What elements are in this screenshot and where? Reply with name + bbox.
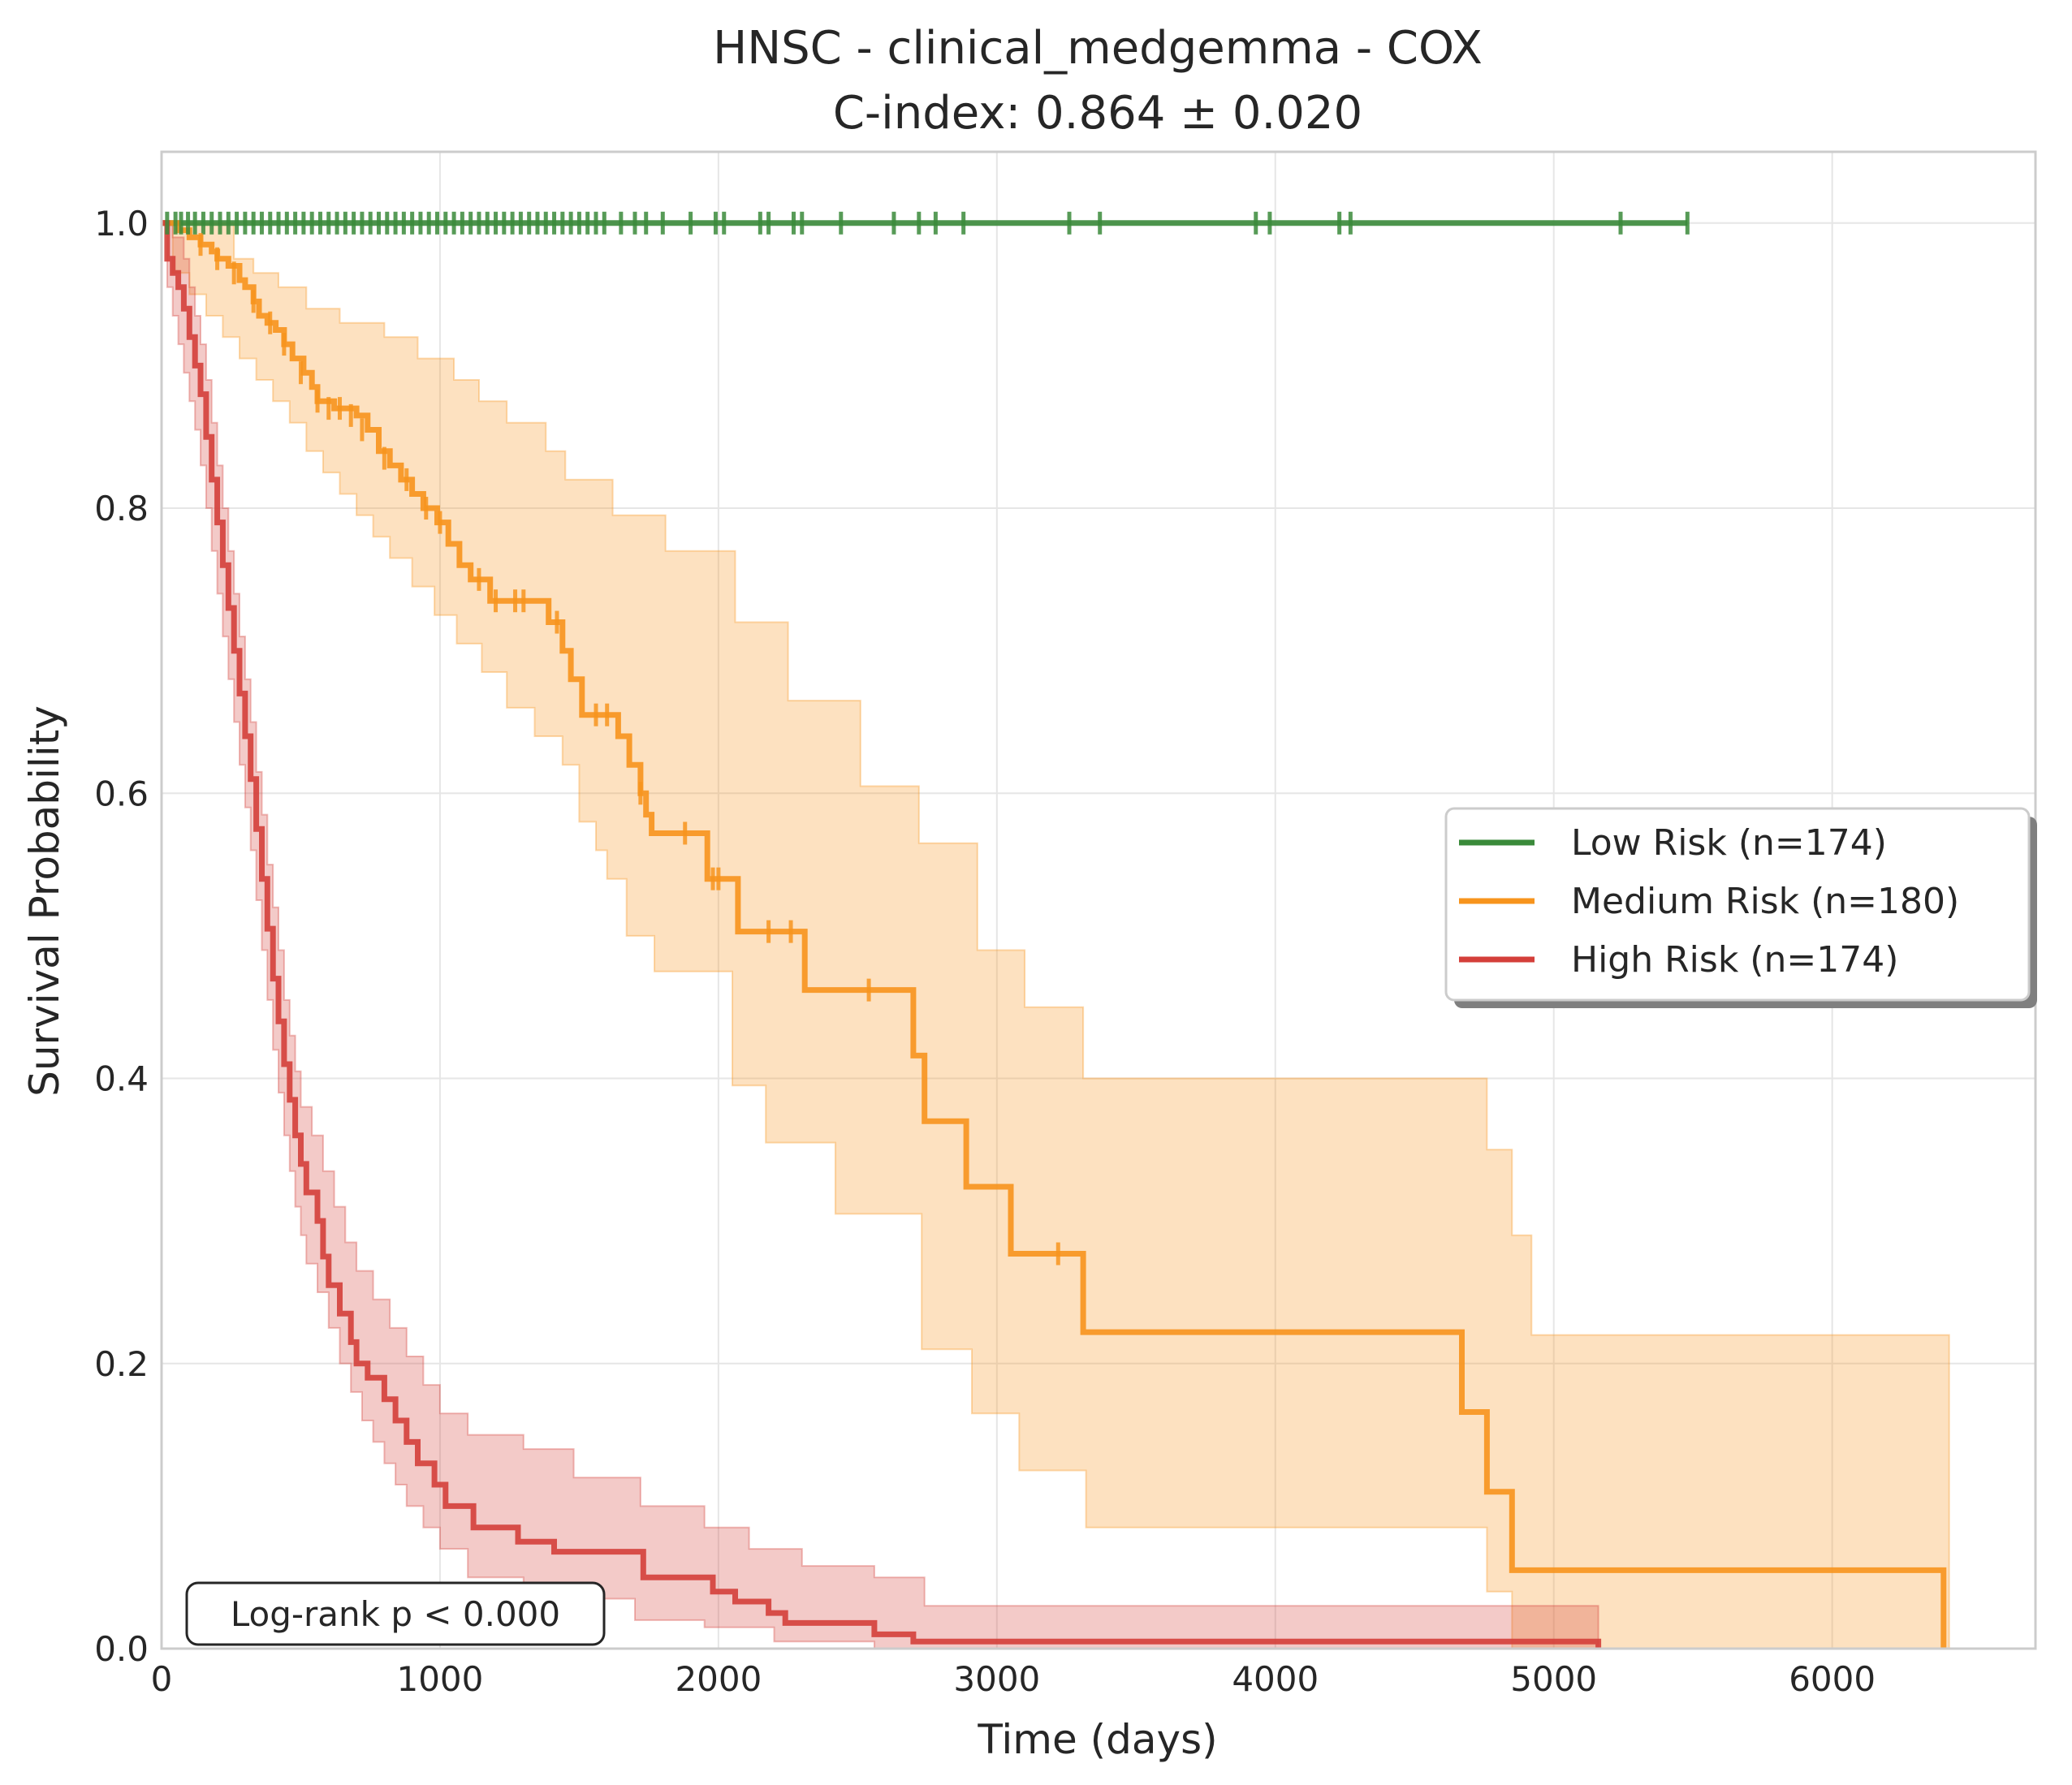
y-tick-label: 0.2 <box>94 1344 149 1384</box>
x-tick-label: 6000 <box>1789 1659 1876 1699</box>
medium-risk-survival-line <box>162 220 1947 1649</box>
x-tick-label: 1000 <box>396 1659 483 1699</box>
medium-risk-legend-label: Medium Risk (n=180) <box>1571 881 1959 922</box>
medium-risk-confidence-band <box>162 222 1950 1649</box>
y-axis-label: Survival Probability <box>21 705 68 1097</box>
legend: Low Risk (n=174) Medium Risk (n=180) High … <box>1444 807 2037 1008</box>
x-tick-label: 5000 <box>1510 1659 1597 1699</box>
chart-subtitle: C-index: 0.864 ± 0.020 <box>833 87 1362 140</box>
x-tick-label: 2000 <box>675 1659 762 1699</box>
survival-curves <box>162 220 1947 1649</box>
confidence-bands <box>162 222 1950 1649</box>
high-risk-survival-line <box>162 220 1602 1649</box>
annotation-text: Log-rank p < 0.000 <box>231 1594 560 1634</box>
logrank-annotation: Log-rank p < 0.000 <box>185 1581 606 1646</box>
y-tick-label: 0.8 <box>94 489 149 528</box>
low-risk-legend-label: Low Risk (n=174) <box>1571 822 1887 864</box>
y-tick-label: 0.0 <box>94 1629 149 1669</box>
legend-items: Low Risk (n=174) Medium Risk (n=180) High … <box>1459 822 1959 981</box>
annotation-box <box>185 1581 606 1646</box>
x-tick-label: 0 <box>151 1659 173 1699</box>
high-risk-confidence-band <box>162 222 1599 1649</box>
x-tick-label: 4000 <box>1232 1659 1319 1699</box>
censor-markers <box>165 211 1690 1265</box>
high-risk-legend-label: High Risk (n=174) <box>1571 939 1898 981</box>
legend-box <box>1444 807 2031 1002</box>
y-tick-label: 0.6 <box>94 774 149 813</box>
x-axis-label: Time (days) <box>977 1716 1217 1763</box>
x-tick-labels: 0 1000 2000 3000 4000 5000 6000 <box>151 1659 1876 1699</box>
y-tick-label: 1.0 <box>94 204 149 244</box>
chart-title: HNSC - clinical_medgemma - COX <box>713 22 1483 75</box>
x-tick-label: 3000 <box>953 1659 1040 1699</box>
y-tick-labels: 0.0 0.2 0.4 0.6 0.8 1.0 <box>94 204 149 1669</box>
y-tick-label: 0.4 <box>94 1059 149 1099</box>
